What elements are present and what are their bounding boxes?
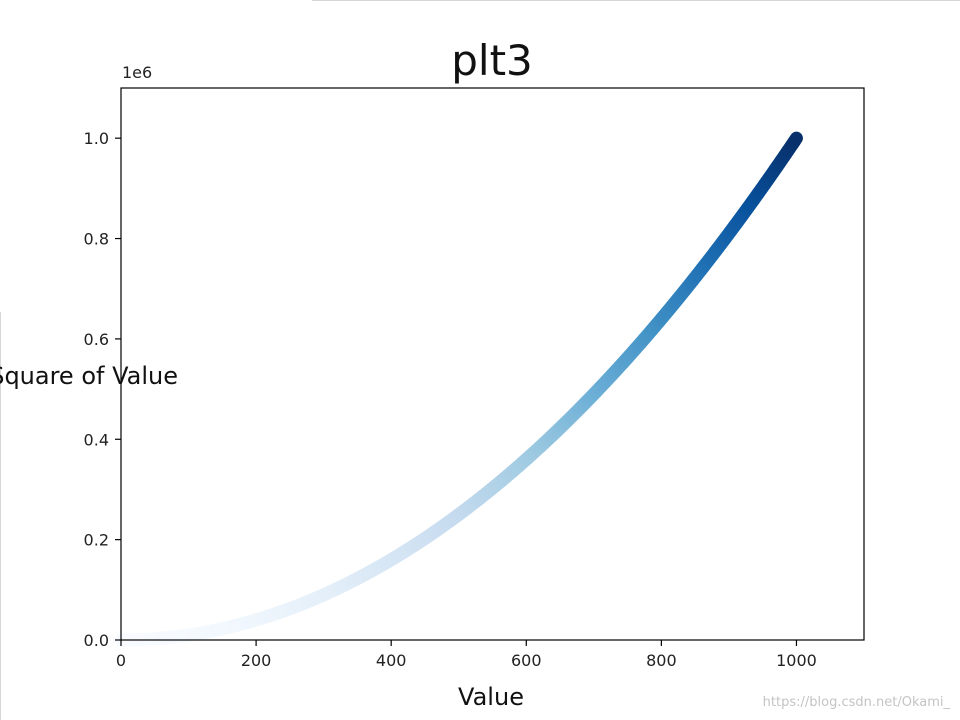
y-tick-label: 0.6	[84, 330, 109, 349]
plot-frame	[120, 87, 865, 641]
x-tick-label: 0	[116, 651, 126, 670]
left-edge-line	[0, 312, 1, 720]
y-tick-label: 0.2	[84, 531, 109, 550]
x-tick-label: 600	[511, 651, 542, 670]
x-axis-label: Value	[458, 683, 524, 711]
x-tick-label: 1000	[776, 651, 817, 670]
y-tick-label: 0.0	[84, 631, 109, 650]
watermark: https://blog.csdn.net/Okami_	[762, 695, 950, 710]
y-offset-label: 1e6	[122, 63, 152, 82]
y-axis-ticks: 0.0 0.2 0.4 0.6 0.8 1.0	[84, 129, 121, 650]
y-axis-label: Square of Value	[0, 362, 178, 390]
scatter-points	[115, 131, 803, 647]
y-tick-label: 0.4	[84, 430, 109, 449]
top-edge-line	[312, 0, 960, 1]
x-tick-label: 800	[646, 651, 677, 670]
y-tick-label: 1.0	[84, 129, 109, 148]
y-tick-label: 0.8	[84, 230, 109, 249]
x-tick-label: 400	[376, 651, 407, 670]
x-axis-ticks: 0 200 400 600 800 1000	[116, 640, 817, 670]
chart-title: plt3	[451, 36, 533, 85]
x-tick-label: 200	[241, 651, 272, 670]
scatter-point	[789, 131, 803, 145]
